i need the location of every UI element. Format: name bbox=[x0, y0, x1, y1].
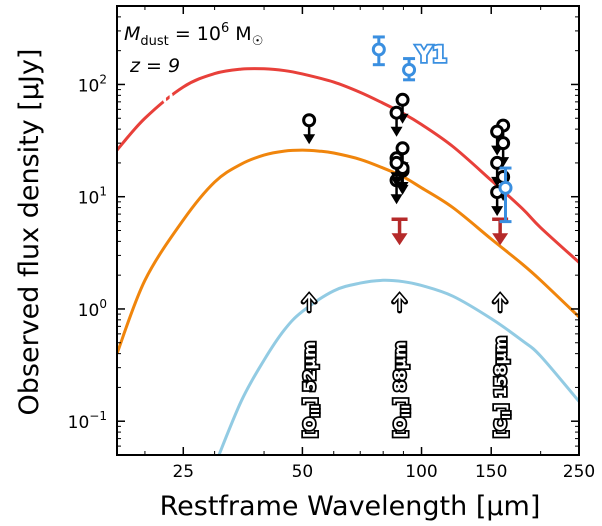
limit-circle bbox=[389, 155, 404, 170]
line-markers: [OIII] 52μm [OIII] 88μm [CII] 158μm bbox=[298, 291, 515, 440]
y1-marker bbox=[498, 180, 513, 195]
curve-label: 50 K bbox=[150, 279, 194, 299]
limit-arrow-head bbox=[390, 126, 403, 137]
limit-arrow-head bbox=[390, 194, 403, 205]
y1-label: Y1 bbox=[415, 43, 447, 68]
red-upper-limit bbox=[391, 217, 408, 246]
red-limit-head bbox=[492, 233, 509, 246]
annotation-dust-mass: Mdust = 106 M☉ bbox=[124, 21, 263, 49]
y1-point bbox=[498, 166, 513, 224]
limit-circle bbox=[490, 124, 505, 139]
marker-label: [OIII] 52μm bbox=[300, 341, 322, 438]
x-tick-label: 50 bbox=[292, 462, 314, 482]
x-tick-label: 25 bbox=[172, 462, 194, 482]
upper-limit-point bbox=[389, 155, 404, 187]
line-marker: [CII] 158μm bbox=[489, 291, 515, 440]
limit-arrow-head bbox=[303, 134, 316, 145]
marker-arrow-inner bbox=[392, 293, 407, 311]
limit-circle bbox=[389, 105, 404, 120]
x-tick-label: 150 bbox=[475, 462, 507, 482]
curve-label: 30 K bbox=[150, 395, 194, 415]
x-tick-label: 100 bbox=[405, 462, 437, 482]
y-axis-title: Observed flux density [μJy] bbox=[14, 49, 45, 416]
upper-limit-point bbox=[302, 113, 317, 145]
y1-marker bbox=[402, 62, 417, 77]
curve-70k bbox=[117, 67, 579, 264]
limit-circle bbox=[302, 113, 317, 128]
red-limit-head bbox=[391, 233, 408, 246]
limit-arrow-head bbox=[491, 206, 504, 217]
marker-arrow-inner bbox=[302, 293, 316, 311]
y1-marker bbox=[371, 42, 386, 57]
limit-arrow-head bbox=[396, 182, 409, 193]
x-tick-label: 250 bbox=[563, 462, 595, 482]
marker-label: [OIII] 88μm bbox=[391, 341, 413, 438]
limit-circle bbox=[395, 92, 410, 107]
y-tick-label: 102 bbox=[78, 72, 107, 96]
curve-30k bbox=[217, 278, 579, 455]
x-axis-title: Restframe Wavelength [μm] bbox=[160, 491, 541, 522]
axes: 25 50 100 150 250 10−1 100 101 102 bbox=[68, 5, 595, 482]
curve-label: 70 K bbox=[150, 89, 194, 109]
annotation-redshift: z = 9 bbox=[129, 55, 180, 77]
limit-circle bbox=[490, 155, 505, 170]
marker-label: [CII] 158μm bbox=[491, 336, 513, 438]
line-marker: [OIII] 52μm bbox=[298, 291, 324, 440]
y1-point bbox=[402, 57, 417, 82]
y-tick-label: 100 bbox=[78, 297, 107, 321]
upper-limit-point bbox=[389, 105, 404, 137]
y-tick-label: 10−1 bbox=[68, 409, 107, 433]
y-tick-label: 101 bbox=[78, 185, 107, 209]
curve-50k bbox=[117, 148, 579, 355]
line-marker: [OIII] 88μm bbox=[389, 291, 414, 440]
temperature-curves bbox=[117, 67, 579, 455]
y1-detections bbox=[371, 35, 513, 224]
limit-arrow-head bbox=[390, 176, 403, 187]
limit-circle bbox=[395, 141, 410, 156]
y1-point bbox=[371, 35, 386, 67]
limit-circle bbox=[496, 136, 511, 151]
marker-arrow-inner bbox=[493, 293, 507, 311]
